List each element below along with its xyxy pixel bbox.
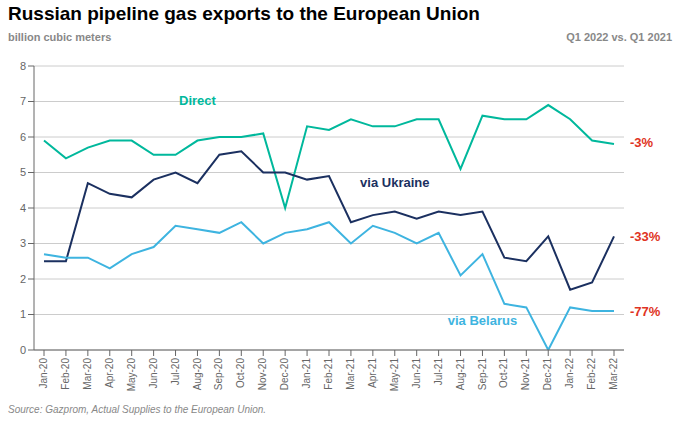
svg-text:Apr-21: Apr-21 xyxy=(367,358,378,388)
svg-text:Jul-20: Jul-20 xyxy=(170,358,181,386)
svg-text:Jan-20: Jan-20 xyxy=(38,358,49,389)
svg-text:Direct: Direct xyxy=(179,93,217,108)
svg-text:0: 0 xyxy=(20,344,26,356)
svg-text:Nov-21: Nov-21 xyxy=(520,358,531,391)
svg-text:Jan-21: Jan-21 xyxy=(301,358,312,389)
svg-text:Oct-20: Oct-20 xyxy=(235,358,246,388)
svg-text:2: 2 xyxy=(20,273,26,285)
svg-text:Sep-20: Sep-20 xyxy=(213,358,224,391)
svg-text:Mar-22: Mar-22 xyxy=(608,358,619,390)
svg-text:Jun-21: Jun-21 xyxy=(411,358,422,389)
svg-text:1: 1 xyxy=(20,308,26,320)
svg-text:Dec-20: Dec-20 xyxy=(279,358,290,391)
svg-text:Sep-21: Sep-21 xyxy=(477,358,488,391)
svg-text:Aug-21: Aug-21 xyxy=(455,358,466,391)
html-text:Q1 2022 vs. Q1 2021: Q1 2022 vs. Q1 2021 xyxy=(566,31,672,43)
svg-text:Feb-20: Feb-20 xyxy=(60,358,71,390)
html-text:billion cubic meters: billion cubic meters xyxy=(8,31,112,43)
svg-text:May-20: May-20 xyxy=(126,358,137,392)
svg-text:-33%: -33% xyxy=(630,229,661,244)
svg-text:Jul-21: Jul-21 xyxy=(433,358,444,386)
svg-text:Aug-20: Aug-20 xyxy=(192,358,203,391)
svg-text:Jun-20: Jun-20 xyxy=(148,358,159,389)
svg-text:Feb-22: Feb-22 xyxy=(586,358,597,390)
svg-text:via Belarus: via Belarus xyxy=(448,313,517,328)
svg-text:Dec-21: Dec-21 xyxy=(542,358,553,391)
svg-text:6: 6 xyxy=(20,131,26,143)
svg-text:-77%: -77% xyxy=(630,304,661,319)
svg-text:-3%: -3% xyxy=(630,135,654,150)
html-text:Russian pipeline gas exports t: Russian pipeline gas exports to the Euro… xyxy=(8,3,480,24)
svg-text:5: 5 xyxy=(20,166,26,178)
svg-text:Jan-22: Jan-22 xyxy=(564,358,575,389)
svg-text:Apr-20: Apr-20 xyxy=(104,358,115,388)
svg-text:3: 3 xyxy=(20,237,26,249)
html-text:Source: Gazprom, Actual Suppli: Source: Gazprom, Actual Supplies to the … xyxy=(8,404,267,415)
svg-text:via Ukraine: via Ukraine xyxy=(360,175,429,190)
svg-text:Mar-20: Mar-20 xyxy=(82,358,93,390)
svg-text:May-21: May-21 xyxy=(389,358,400,392)
svg-text:Feb-21: Feb-21 xyxy=(323,358,334,390)
svg-text:4: 4 xyxy=(20,202,26,214)
svg-text:Nov-20: Nov-20 xyxy=(257,358,268,391)
svg-text:8: 8 xyxy=(20,60,26,72)
svg-text:7: 7 xyxy=(20,95,26,107)
svg-text:Mar-21: Mar-21 xyxy=(345,358,356,390)
svg-text:Oct-21: Oct-21 xyxy=(498,358,509,388)
